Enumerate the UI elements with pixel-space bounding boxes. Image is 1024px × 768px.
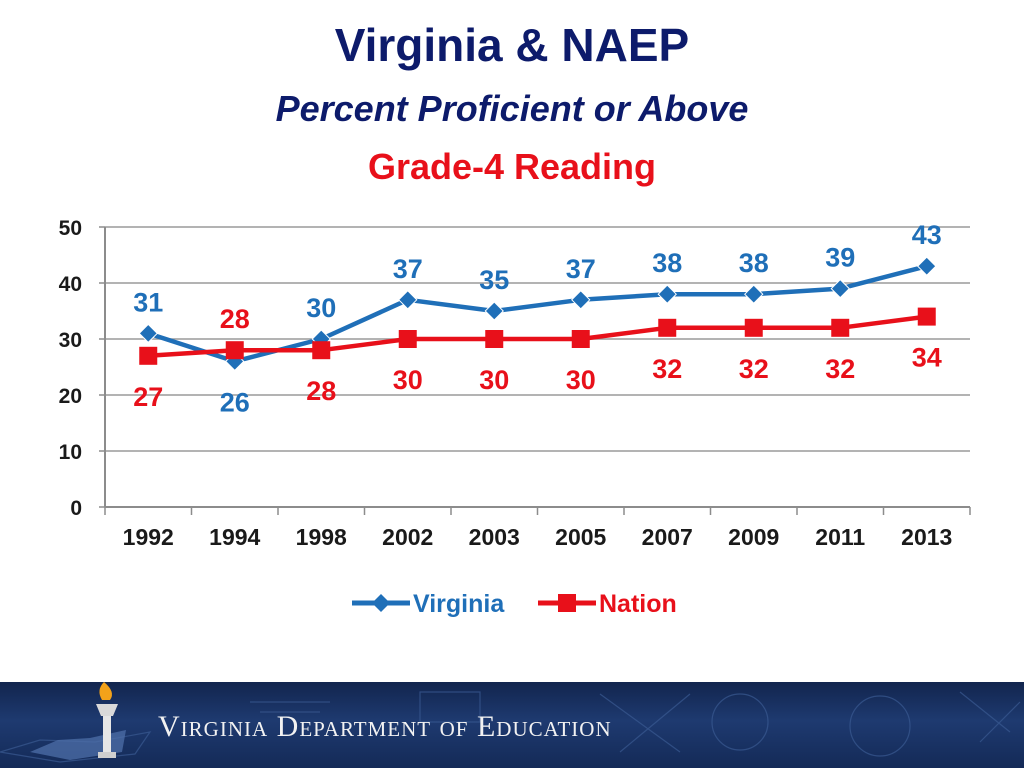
data-label-virginia: 37 xyxy=(393,254,423,284)
data-point-nation xyxy=(225,341,244,360)
x-tick-label: 2005 xyxy=(555,524,606,550)
line-chart: 0 10 20 30 40 50 1992 1994 1998 2002 2003 2005 2007 2… xyxy=(59,217,971,618)
data-point-virginia xyxy=(398,290,418,310)
y-tick-label: 0 xyxy=(70,497,82,520)
data-point-nation xyxy=(744,318,763,337)
data-label-nation: 28 xyxy=(306,376,336,406)
data-label-virginia: 26 xyxy=(220,387,250,417)
data-point-virginia xyxy=(657,284,677,304)
legend-label-virginia: Virginia xyxy=(413,590,505,618)
data-point-virginia xyxy=(571,290,591,310)
x-tick-label: 2002 xyxy=(382,524,433,550)
data-point-virginia xyxy=(484,301,504,321)
y-tick-label: 40 xyxy=(59,273,82,296)
data-label-virginia: 38 xyxy=(739,248,769,278)
data-label-virginia: 43 xyxy=(912,220,942,250)
data-point-nation xyxy=(658,318,677,337)
series-line-virginia xyxy=(147,264,928,364)
data-point-nation xyxy=(485,330,504,348)
data-label-nation: 32 xyxy=(652,354,682,384)
legend-label-nation: Nation xyxy=(599,590,677,618)
org-name: Virginia Department of Education xyxy=(158,710,612,743)
page-title: Virginia & NAEP xyxy=(334,19,690,71)
x-tick-label: 2009 xyxy=(728,524,779,550)
y-tick-label: 30 xyxy=(59,329,82,352)
legend-marker-virginia xyxy=(372,594,390,612)
data-label-nation: 34 xyxy=(912,343,942,373)
data-label-nation: 32 xyxy=(739,354,769,384)
data-point-virginia xyxy=(830,278,850,299)
footer-background-pattern xyxy=(0,691,1021,763)
data-label-nation: 32 xyxy=(825,354,855,384)
y-tick-label: 50 xyxy=(59,217,82,240)
footer-banner: Virginia Department of Education xyxy=(0,682,1024,768)
data-point-nation xyxy=(917,307,936,326)
data-label-nation: 30 xyxy=(479,365,509,395)
data-point-nation xyxy=(398,330,417,348)
data-point-virginia xyxy=(138,323,158,344)
data-label-nation: 27 xyxy=(133,382,163,412)
data-label-virginia: 37 xyxy=(566,254,596,284)
data-label-nation: 30 xyxy=(393,365,423,395)
data-label-virginia: 30 xyxy=(306,293,336,323)
x-tick-label: 2011 xyxy=(815,524,865,550)
chart-subtitle: Grade-4 Reading xyxy=(367,146,657,187)
data-label-virginia: 31 xyxy=(133,287,163,317)
data-label-nation: 30 xyxy=(566,365,596,395)
data-point-virginia xyxy=(744,284,764,304)
x-tick-label: 2003 xyxy=(469,524,520,550)
data-label-virginia: 39 xyxy=(825,243,855,273)
y-tick-label: 20 xyxy=(59,385,82,408)
x-tick-label: 1998 xyxy=(296,524,347,550)
data-label-virginia: 35 xyxy=(479,265,509,295)
torch-icon xyxy=(30,682,126,760)
x-tick-label: 1994 xyxy=(209,524,260,550)
x-tick-label: 2013 xyxy=(901,524,952,550)
x-tick-label: 1992 xyxy=(123,524,174,550)
series-line-nation xyxy=(148,314,928,359)
data-point-nation xyxy=(571,330,590,348)
data-point-nation xyxy=(312,341,331,360)
legend-marker-nation xyxy=(558,594,576,612)
x-tick-label: 2007 xyxy=(642,524,693,550)
data-label-nation: 28 xyxy=(220,304,250,334)
data-point-virginia xyxy=(917,256,937,276)
page-subtitle: Percent Proficient or Above xyxy=(275,88,749,129)
data-label-virginia: 38 xyxy=(652,248,682,278)
y-tick-label: 10 xyxy=(59,441,82,464)
data-point-nation xyxy=(139,346,158,365)
data-point-nation xyxy=(831,318,850,337)
